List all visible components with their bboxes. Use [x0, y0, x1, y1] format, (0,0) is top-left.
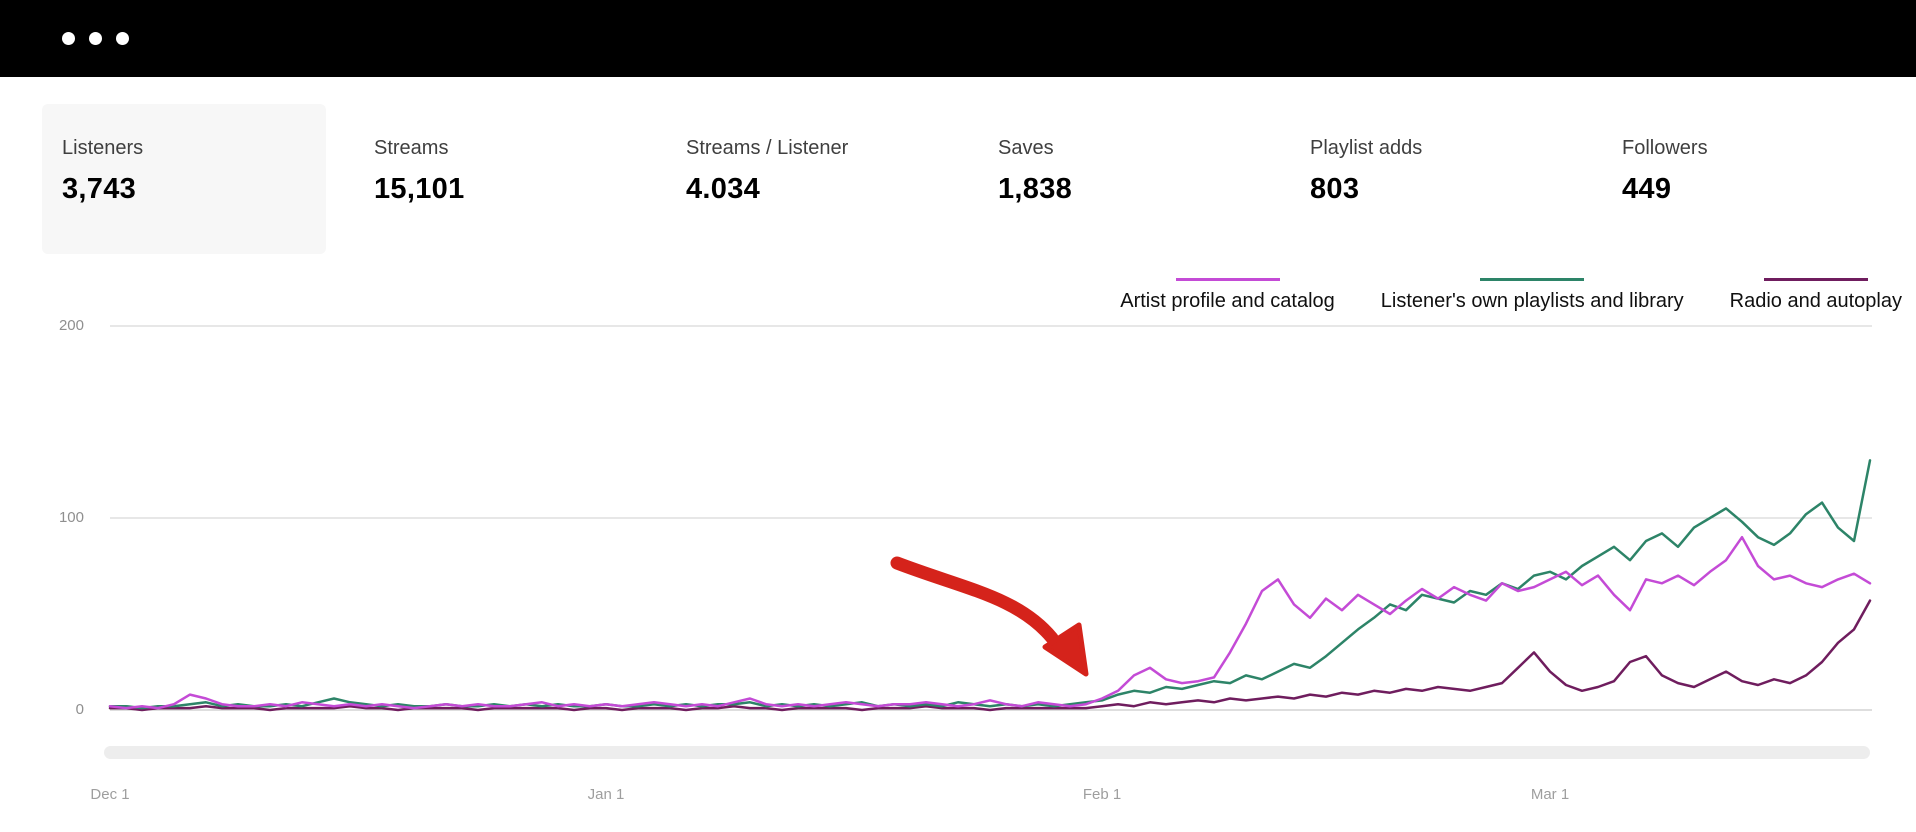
stat-label: Streams / Listener — [686, 137, 849, 159]
stat-value: 15,101 — [374, 173, 465, 205]
stat-card-streams-per-listener[interactable]: Streams / Listener 4.034 — [666, 104, 950, 254]
hand-drawn-arrow-annotation — [890, 556, 1089, 677]
x-axis-tick-feb1: Feb 1 — [1082, 786, 1122, 803]
legend-item-artist-profile[interactable]: Artist profile and catalog — [1120, 278, 1335, 313]
stat-value: 449 — [1622, 173, 1672, 205]
stat-card-followers[interactable]: Followers 449 — [1602, 104, 1886, 254]
stat-card-saves[interactable]: Saves 1,838 — [978, 104, 1262, 254]
y-axis-tick-100: 100 — [58, 509, 84, 526]
legend-swatch-radio-autoplay — [1763, 278, 1868, 281]
legend-item-own-playlists[interactable]: Listener's own playlists and library — [1381, 278, 1684, 313]
stat-label: Saves — [998, 137, 1054, 159]
legend-label: Artist profile and catalog — [1120, 290, 1335, 312]
stat-value: 4.034 — [686, 173, 761, 205]
chart-line-artist-profile-and-catalog — [108, 535, 1872, 710]
window-control-dot-1[interactable] — [62, 32, 75, 45]
legend-swatch-own-playlists — [1480, 278, 1585, 281]
y-axis-tick-200: 200 — [58, 317, 84, 334]
x-axis-tick-jan1: Jan 1 — [587, 786, 625, 803]
y-axis-tick-0: 0 — [75, 701, 84, 718]
stat-label: Playlist adds — [1310, 137, 1423, 159]
x-axis-tick-mar1: Mar 1 — [1530, 786, 1570, 803]
stat-card-listeners[interactable]: Listeners 3,743 — [42, 104, 326, 254]
stat-value: 3,743 — [62, 173, 137, 205]
chart-line-listener-s-own-playlists-and-library — [108, 459, 1872, 710]
window-control-dot-3[interactable] — [116, 32, 129, 45]
stat-label: Followers — [1622, 137, 1708, 159]
stat-label: Listeners — [62, 137, 144, 159]
window-titlebar — [0, 0, 1916, 77]
chart-line-radio-and-autoplay — [108, 599, 1872, 712]
chart-timeline-scrollbar[interactable] — [104, 746, 1870, 759]
stat-value: 1,838 — [998, 173, 1073, 205]
stat-card-playlist-adds[interactable]: Playlist adds 803 — [1290, 104, 1574, 254]
x-axis-tick-dec1: Dec 1 — [90, 786, 130, 803]
chart-legend: Artist profile and catalog Listener's ow… — [1120, 278, 1902, 313]
stats-tabs: Listeners 3,743 Streams 15,101 Streams /… — [42, 104, 1886, 254]
window-control-dot-2[interactable] — [89, 32, 102, 45]
legend-label: Listener's own playlists and library — [1380, 290, 1684, 312]
legend-label: Radio and autoplay — [1729, 290, 1902, 312]
stat-value: 803 — [1310, 173, 1360, 205]
legend-swatch-artist-profile — [1175, 278, 1280, 281]
stat-label: Streams — [374, 137, 449, 159]
legend-item-radio-autoplay[interactable]: Radio and autoplay — [1730, 278, 1902, 313]
stat-card-streams[interactable]: Streams 15,101 — [354, 104, 638, 254]
